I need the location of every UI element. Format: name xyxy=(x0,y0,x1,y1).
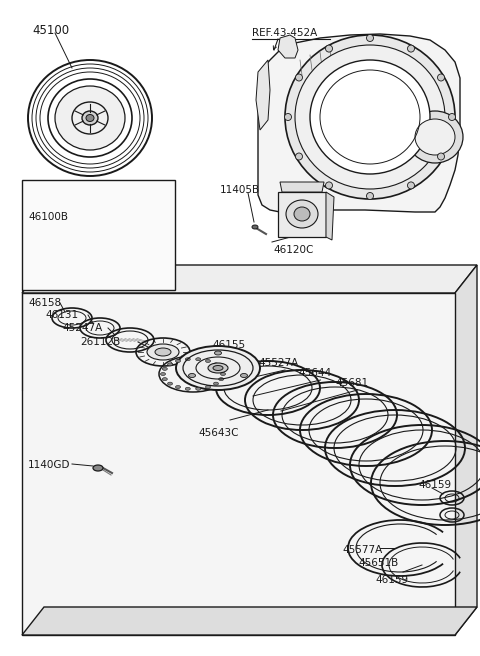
Ellipse shape xyxy=(162,367,168,371)
Ellipse shape xyxy=(296,74,302,81)
Ellipse shape xyxy=(415,119,455,155)
Ellipse shape xyxy=(407,111,463,163)
Polygon shape xyxy=(326,192,334,240)
Ellipse shape xyxy=(215,351,221,355)
Ellipse shape xyxy=(213,365,223,371)
Ellipse shape xyxy=(294,207,310,221)
Ellipse shape xyxy=(408,45,415,52)
Polygon shape xyxy=(22,265,477,293)
Ellipse shape xyxy=(285,113,291,121)
Text: 11405B: 11405B xyxy=(220,185,260,195)
Text: 46131: 46131 xyxy=(45,310,78,320)
Ellipse shape xyxy=(367,192,373,199)
Ellipse shape xyxy=(185,387,190,390)
Ellipse shape xyxy=(168,382,172,385)
Ellipse shape xyxy=(240,373,248,377)
Polygon shape xyxy=(256,60,270,130)
Polygon shape xyxy=(278,35,298,58)
Ellipse shape xyxy=(310,60,430,174)
Polygon shape xyxy=(22,180,175,290)
Text: 46100B: 46100B xyxy=(28,212,68,222)
Ellipse shape xyxy=(86,115,94,121)
Ellipse shape xyxy=(219,378,224,380)
Ellipse shape xyxy=(252,225,258,229)
Text: 45681: 45681 xyxy=(335,378,368,388)
Ellipse shape xyxy=(93,465,103,471)
Ellipse shape xyxy=(325,182,333,189)
Ellipse shape xyxy=(155,348,171,356)
Ellipse shape xyxy=(437,153,444,160)
Ellipse shape xyxy=(196,387,201,390)
Polygon shape xyxy=(22,607,477,635)
Ellipse shape xyxy=(214,382,218,385)
Text: 45247A: 45247A xyxy=(62,323,102,333)
Text: 1140GD: 1140GD xyxy=(28,460,71,470)
Ellipse shape xyxy=(296,153,302,160)
Ellipse shape xyxy=(208,363,228,373)
Ellipse shape xyxy=(408,182,415,189)
Ellipse shape xyxy=(196,358,201,361)
Text: 45643C: 45643C xyxy=(198,428,239,438)
Ellipse shape xyxy=(189,373,195,377)
Text: 45577A: 45577A xyxy=(342,545,382,555)
Ellipse shape xyxy=(367,35,373,41)
Ellipse shape xyxy=(160,373,166,375)
Ellipse shape xyxy=(168,363,172,366)
Ellipse shape xyxy=(219,367,224,371)
Ellipse shape xyxy=(295,45,445,189)
Text: 46159: 46159 xyxy=(375,575,408,585)
Text: 45527A: 45527A xyxy=(258,358,298,368)
Polygon shape xyxy=(278,192,326,237)
Ellipse shape xyxy=(82,111,98,125)
Text: 46158: 46158 xyxy=(28,298,61,308)
Ellipse shape xyxy=(286,200,318,228)
Text: 46120C: 46120C xyxy=(273,245,313,255)
Ellipse shape xyxy=(176,359,180,363)
Ellipse shape xyxy=(176,346,260,390)
Ellipse shape xyxy=(162,378,168,380)
Text: 46155: 46155 xyxy=(212,340,245,350)
Ellipse shape xyxy=(437,74,444,81)
Text: 45644: 45644 xyxy=(298,368,331,378)
Text: REF.43-452A: REF.43-452A xyxy=(252,28,317,38)
Ellipse shape xyxy=(205,359,211,363)
Ellipse shape xyxy=(325,45,333,52)
Ellipse shape xyxy=(448,113,456,121)
Ellipse shape xyxy=(147,344,179,360)
Ellipse shape xyxy=(214,363,218,366)
Text: 45651B: 45651B xyxy=(358,558,398,568)
Text: 26112B: 26112B xyxy=(80,337,120,347)
Polygon shape xyxy=(22,293,455,635)
Polygon shape xyxy=(455,265,477,635)
Ellipse shape xyxy=(205,386,211,388)
Polygon shape xyxy=(258,34,460,212)
Ellipse shape xyxy=(55,86,125,150)
Polygon shape xyxy=(280,182,324,192)
Text: 45100: 45100 xyxy=(32,24,69,37)
Ellipse shape xyxy=(220,373,226,375)
Ellipse shape xyxy=(185,358,190,361)
Ellipse shape xyxy=(285,35,455,199)
Ellipse shape xyxy=(176,386,180,388)
Text: 46159: 46159 xyxy=(418,480,451,490)
